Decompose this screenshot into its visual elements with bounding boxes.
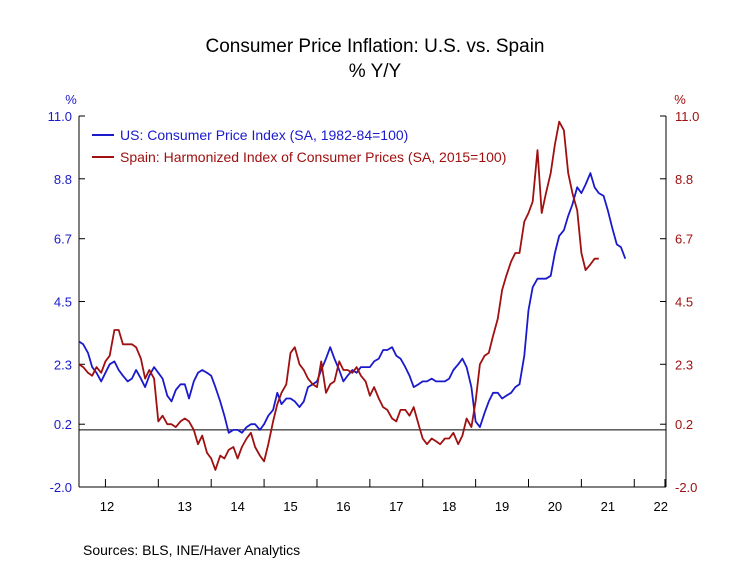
left-y-tick-label: 2.3 bbox=[54, 357, 72, 372]
legend-label-spain: Spain: Harmonized Index of Consumer Pric… bbox=[120, 149, 506, 165]
x-tick-label: 15 bbox=[283, 499, 297, 514]
x-tick-label: 14 bbox=[230, 499, 244, 514]
legend-label-us: US: Consumer Price Index (SA, 1982-84=10… bbox=[120, 127, 408, 143]
left-y-tick-label: 8.8 bbox=[54, 172, 72, 187]
right-y-tick-label: 6.7 bbox=[675, 232, 693, 247]
x-tick-label: 22 bbox=[653, 499, 667, 514]
source-note: Sources: BLS, INE/Haver Analytics bbox=[83, 542, 300, 558]
right-y-tick-label: 2.3 bbox=[675, 357, 693, 372]
series-line-spain bbox=[78, 120, 599, 471]
left-y-tick-label: 6.7 bbox=[54, 232, 72, 247]
x-tick-label: 18 bbox=[442, 499, 456, 514]
y-ticks: 11.0 11.0 8.8 8.8 6.7 6.7 4.5 4.5 2.3 2.3 0.2 0.2 -2… bbox=[48, 109, 700, 495]
left-y-tick-label: 0.2 bbox=[54, 417, 72, 432]
right-y-tick-label: 4.5 bbox=[675, 295, 693, 310]
x-tick-label: 12 bbox=[100, 499, 114, 514]
x-tick-label: 21 bbox=[601, 499, 615, 514]
left-axis-unit: % bbox=[65, 92, 77, 107]
x-tick-label: 13 bbox=[178, 499, 192, 514]
right-axis-unit: % bbox=[674, 92, 686, 107]
x-tick-label: 19 bbox=[495, 499, 509, 514]
series-line-us bbox=[78, 172, 627, 434]
right-y-tick-label: 0.2 bbox=[675, 417, 693, 432]
left-y-tick-label: 11.0 bbox=[48, 109, 72, 124]
x-tick-label: 16 bbox=[336, 499, 350, 514]
series-lines bbox=[78, 120, 627, 471]
left-y-tick-label: 4.5 bbox=[54, 295, 72, 310]
right-y-tick-label: -2.0 bbox=[675, 480, 697, 495]
right-y-tick-label: 11.0 bbox=[675, 109, 699, 124]
x-tick-label: 17 bbox=[389, 499, 403, 514]
x-tick-label: 20 bbox=[548, 499, 562, 514]
axes bbox=[78, 116, 667, 488]
x-ticks: 12 13 14 15 16 17 18 19 20 21 22 bbox=[100, 479, 668, 514]
legend: US: Consumer Price Index (SA, 1982-84=10… bbox=[92, 127, 506, 165]
chart-subtitle: % Y/Y bbox=[349, 61, 402, 82]
chart-title: Consumer Price Inflation: U.S. vs. Spain bbox=[206, 36, 545, 57]
left-y-tick-label: -2.0 bbox=[50, 480, 72, 495]
right-y-tick-label: 8.8 bbox=[675, 172, 693, 187]
